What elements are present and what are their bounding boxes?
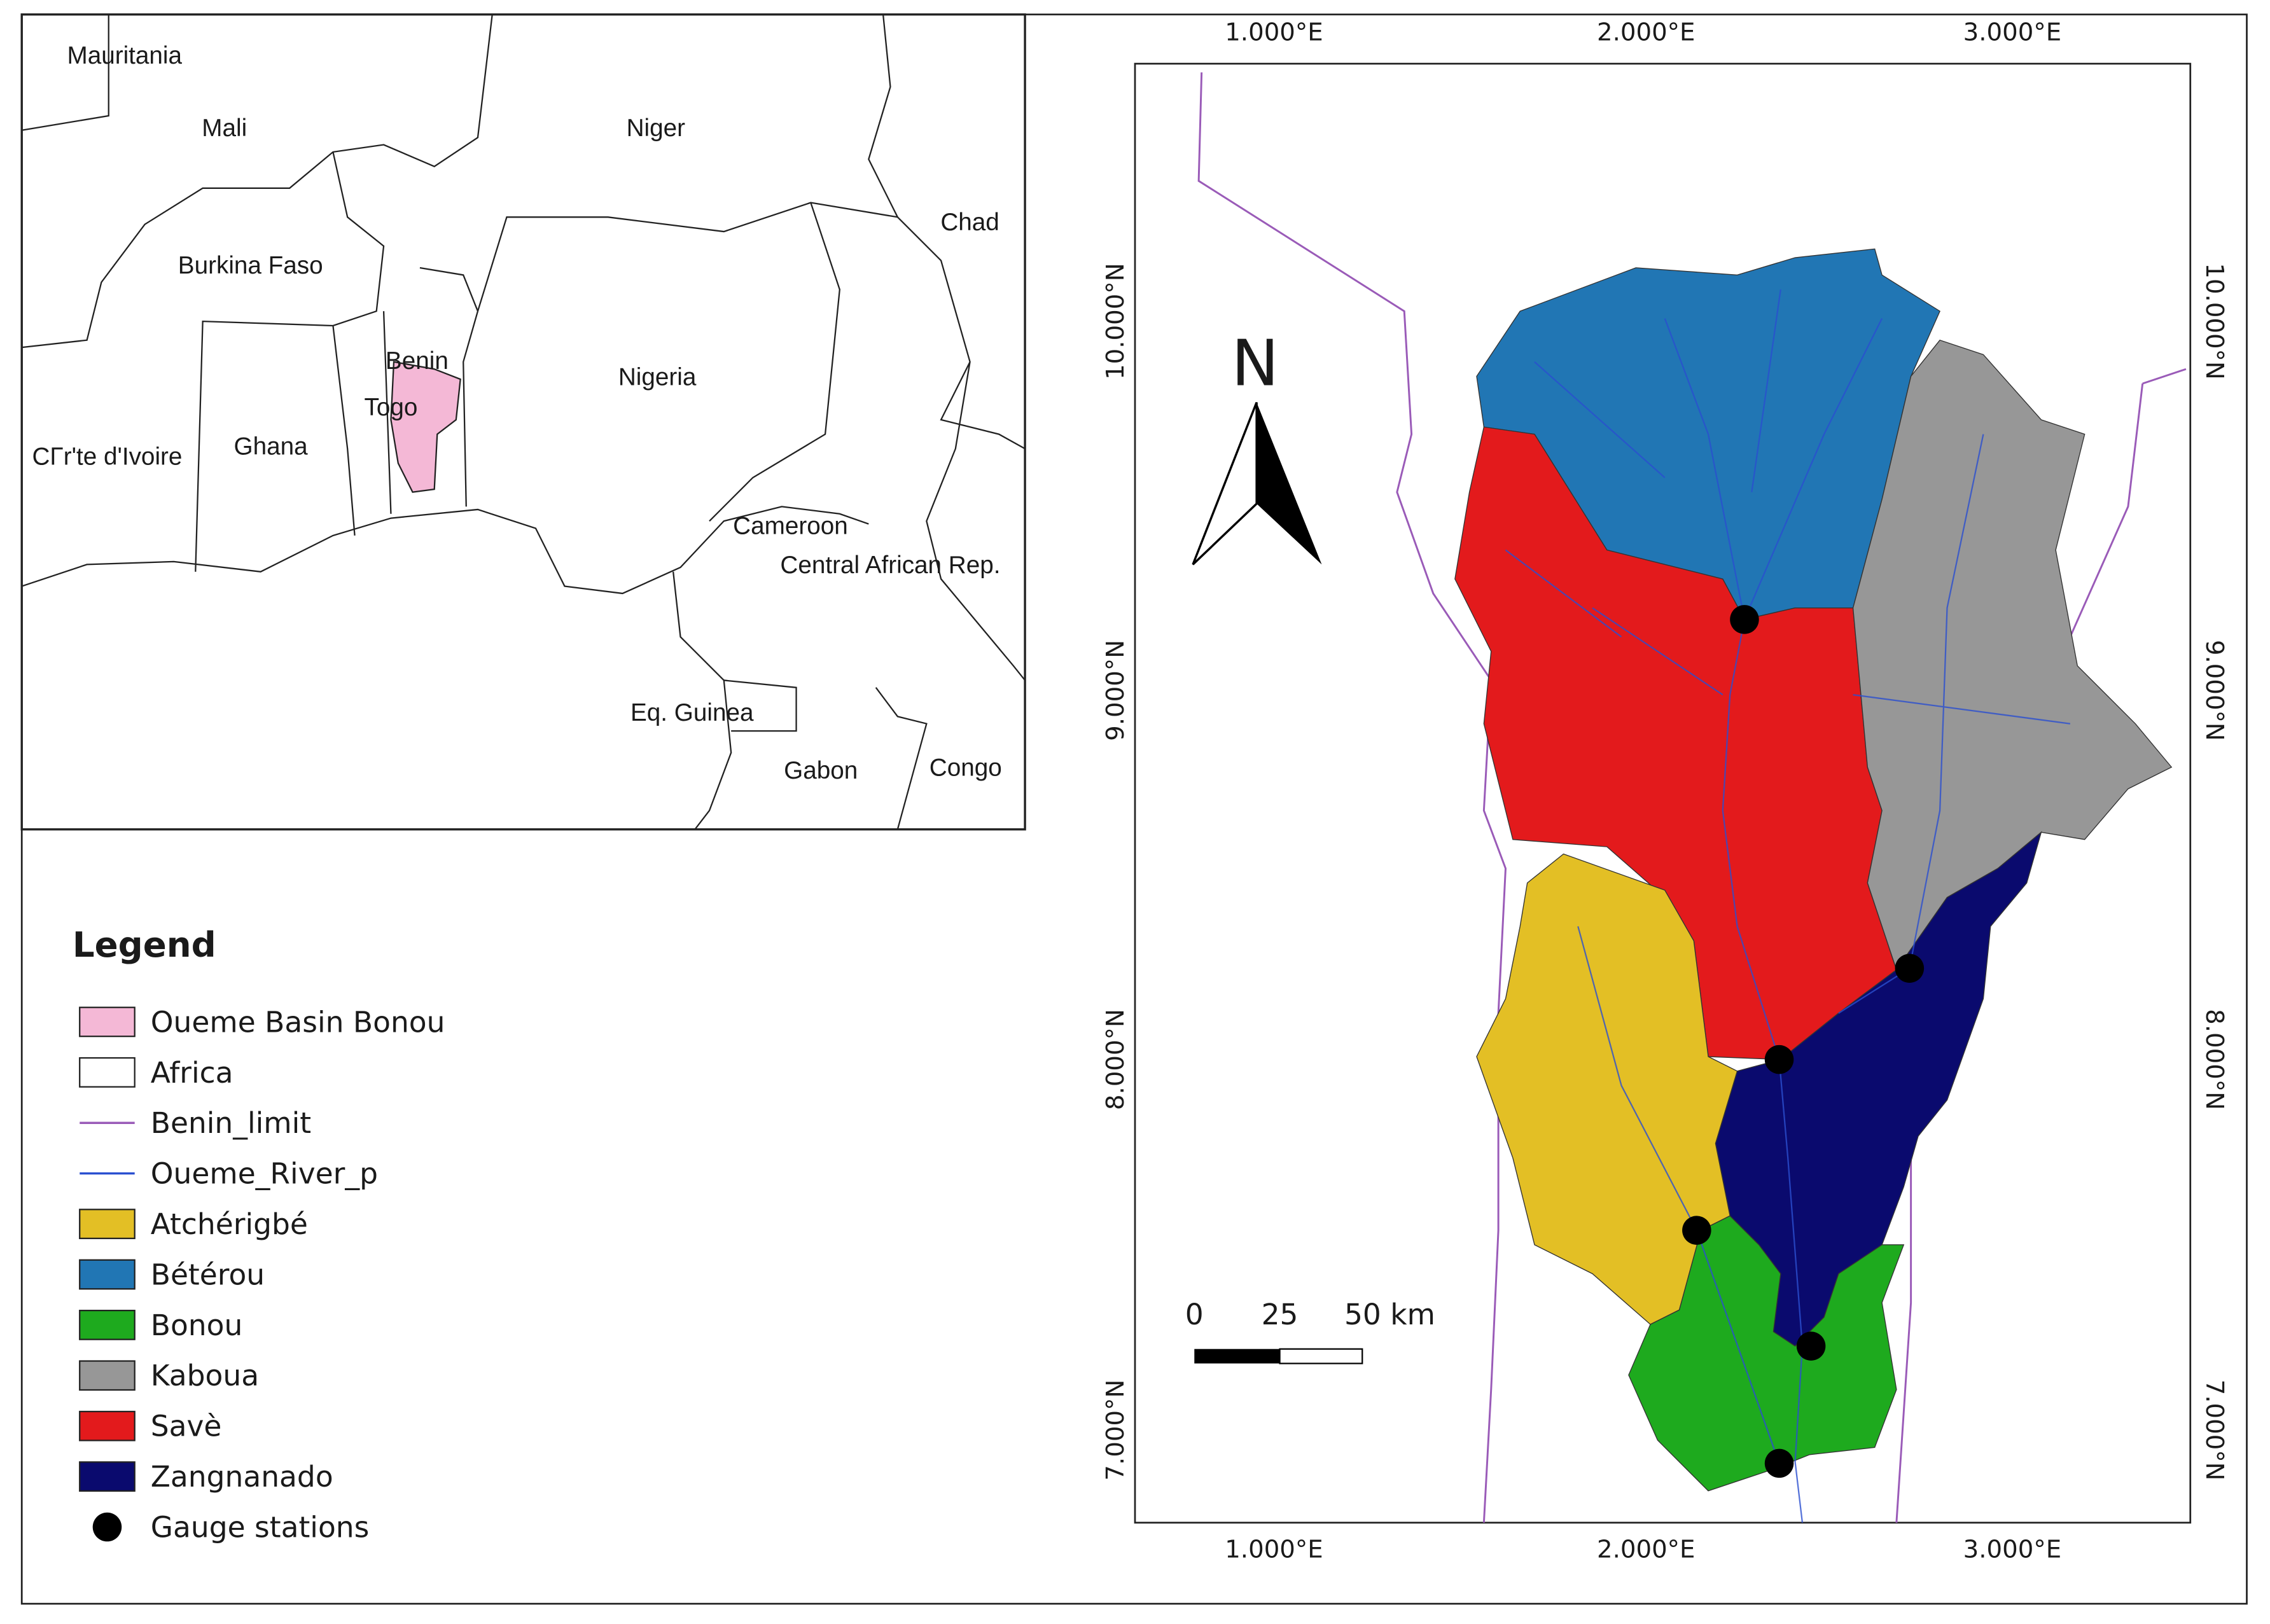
legend-label: Gauge stations xyxy=(151,1510,370,1544)
scale-bar: 0 25 50 km xyxy=(1185,1298,1435,1364)
country-label: Benin xyxy=(386,347,449,375)
x-tick-label: 3.000°E xyxy=(1963,1535,2061,1564)
y-tick-label: 9.000°N xyxy=(1101,640,1130,741)
country-label: Mali xyxy=(202,115,247,142)
gauge-stations xyxy=(1682,605,1925,1478)
legend-label: Oueme Basin Bonou xyxy=(151,1005,445,1039)
x-tick-label: 3.000°E xyxy=(1963,18,2061,47)
legend-label: Savè xyxy=(151,1410,222,1443)
y-tick-label: 7.000°N xyxy=(2200,1380,2229,1481)
legend-swatch xyxy=(79,1461,136,1492)
legend-label: Bonou xyxy=(151,1308,243,1342)
legend-label: Kaboua xyxy=(151,1359,259,1392)
country-label: Togo xyxy=(365,394,418,421)
y-tick-label: 9.000°N xyxy=(2200,640,2229,741)
gauge-station xyxy=(1796,1331,1826,1361)
legend-label: Benin_limit xyxy=(151,1106,311,1140)
country-label: Nigeria xyxy=(618,363,697,391)
country-label: Chad xyxy=(940,209,999,236)
scale-label: 0 xyxy=(1185,1298,1204,1331)
y-tick-label: 10.000°N xyxy=(2200,263,2229,380)
inset-map: Mauritania Mali Niger Chad Burkina Faso … xyxy=(20,13,1026,831)
legend-label: Atchérigbé xyxy=(151,1207,308,1241)
gauge-station xyxy=(1764,1044,1794,1074)
gauge-station xyxy=(1895,954,1925,983)
legend-swatch xyxy=(79,1310,136,1340)
legend-label: Oueme_River_p xyxy=(151,1157,378,1191)
x-tick-label: 1.000°E xyxy=(1225,1535,1323,1564)
legend-label: Bétérou xyxy=(151,1258,265,1291)
country-label: CΓr'te d'Ivoire xyxy=(32,443,182,470)
x-tick-label: 2.000°E xyxy=(1597,1535,1695,1564)
country-label: Mauritania xyxy=(67,42,182,69)
legend: Legend Oueme Basin Bonou Africa Benin_limi… xyxy=(73,924,445,1544)
legend-label: Zangnanado xyxy=(151,1460,333,1494)
inset-frame xyxy=(20,13,1026,831)
legend-swatch xyxy=(79,1259,136,1290)
legend-swatch xyxy=(92,1512,122,1542)
scale-segment xyxy=(1279,1348,1363,1364)
country-label: Congo xyxy=(930,754,1002,782)
scale-label: 25 xyxy=(1262,1298,1299,1331)
main-map: N 0 25 50 km xyxy=(1134,62,2192,1524)
basin-bonou xyxy=(1628,1215,1905,1492)
country-borders xyxy=(22,14,1026,830)
legend-swatch xyxy=(79,1006,136,1038)
x-tick-label: 2.000°E xyxy=(1597,18,1695,47)
y-tick-label: 8.000°N xyxy=(1101,1009,1130,1110)
north-label: N xyxy=(1231,326,1279,400)
gauge-station xyxy=(1682,1216,1711,1245)
country-label: Ghana xyxy=(234,433,309,460)
coast xyxy=(672,571,732,830)
y-tick-label: 10.000°N xyxy=(1101,263,1130,380)
country-label: Burkina Faso xyxy=(178,252,323,279)
legend-swatch xyxy=(79,1410,136,1441)
country-label: Niger xyxy=(627,115,686,142)
y-tick-label: 7.000°N xyxy=(1101,1380,1130,1481)
benin-basin xyxy=(390,361,461,493)
country-label: Eq. Guinea xyxy=(630,699,754,726)
scale-segment xyxy=(1194,1349,1280,1364)
legend-swatch xyxy=(79,1209,136,1239)
gauge-station xyxy=(1730,605,1759,634)
coast xyxy=(21,506,869,595)
legend-swatch xyxy=(79,1360,136,1391)
legend-label: Africa xyxy=(151,1056,233,1090)
legend-title: Legend xyxy=(73,924,216,965)
gauge-station xyxy=(1764,1448,1794,1478)
country-label: Cameroon xyxy=(733,513,848,540)
country-label: Gabon xyxy=(784,757,858,784)
country-label: Central African Rep. xyxy=(780,552,1000,579)
x-tick-label: 1.000°E xyxy=(1225,18,1323,47)
legend-swatch xyxy=(79,1057,136,1088)
scale-label: 50 km xyxy=(1344,1298,1435,1331)
y-tick-label: 8.000°N xyxy=(2200,1009,2229,1110)
